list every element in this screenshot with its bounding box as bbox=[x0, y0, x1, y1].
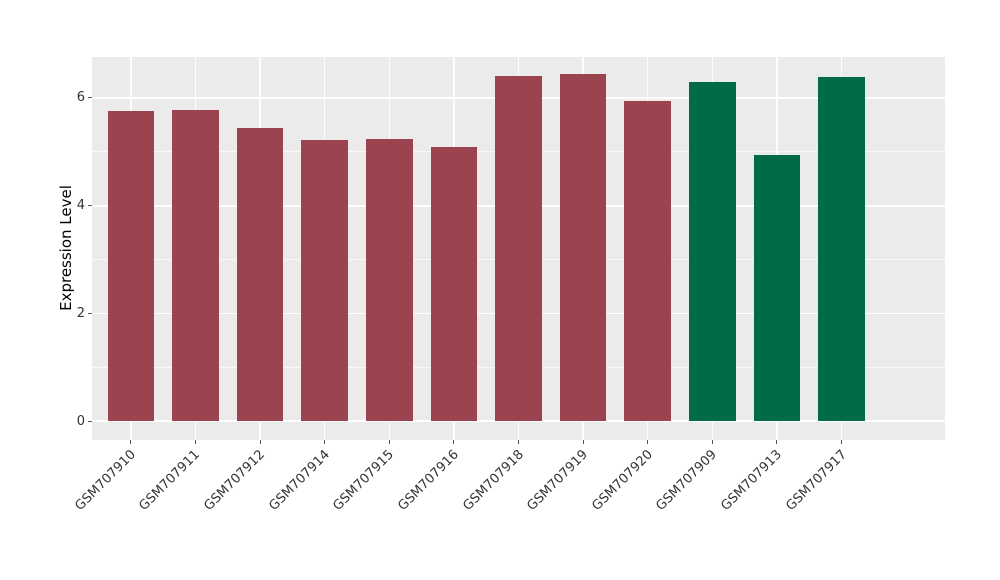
bar-GSM707910 bbox=[107, 110, 155, 422]
y-tick-label: 6 bbox=[76, 90, 85, 106]
y-tick-mark bbox=[88, 312, 92, 314]
plot-panel bbox=[92, 57, 945, 440]
x-tick-mark bbox=[194, 440, 196, 444]
bar-GSM707913 bbox=[753, 154, 801, 422]
y-tick-mark bbox=[88, 420, 92, 422]
x-tick-mark bbox=[841, 440, 843, 444]
x-tick-mark bbox=[776, 440, 778, 444]
bar-GSM707919 bbox=[559, 73, 607, 422]
x-tick-mark bbox=[647, 440, 649, 444]
bar-GSM707917 bbox=[818, 76, 865, 422]
x-tick-mark bbox=[130, 440, 132, 444]
y-tick-label: 2 bbox=[76, 305, 85, 321]
x-tick-mark bbox=[582, 440, 584, 444]
x-tick-mark bbox=[518, 440, 519, 444]
x-tick-mark bbox=[259, 440, 261, 444]
bar-GSM707909 bbox=[689, 82, 736, 422]
bar-GSM707920 bbox=[624, 100, 671, 422]
y-tick-label: 0 bbox=[76, 413, 85, 429]
bar-GSM707915 bbox=[365, 139, 413, 422]
bar-GSM707918 bbox=[495, 75, 542, 422]
x-tick-mark bbox=[324, 440, 326, 444]
bar-GSM707914 bbox=[301, 140, 348, 422]
y-tick-mark bbox=[88, 97, 92, 99]
bar-GSM707916 bbox=[430, 146, 478, 422]
bar-GSM707911 bbox=[172, 109, 219, 422]
y-tick-mark bbox=[88, 205, 92, 207]
x-tick-mark bbox=[453, 440, 455, 444]
x-tick-mark bbox=[388, 440, 390, 444]
gridline-major bbox=[92, 420, 945, 423]
bar-GSM707912 bbox=[236, 127, 284, 422]
y-tick-label: 4 bbox=[76, 198, 85, 214]
x-tick-mark bbox=[711, 440, 713, 444]
